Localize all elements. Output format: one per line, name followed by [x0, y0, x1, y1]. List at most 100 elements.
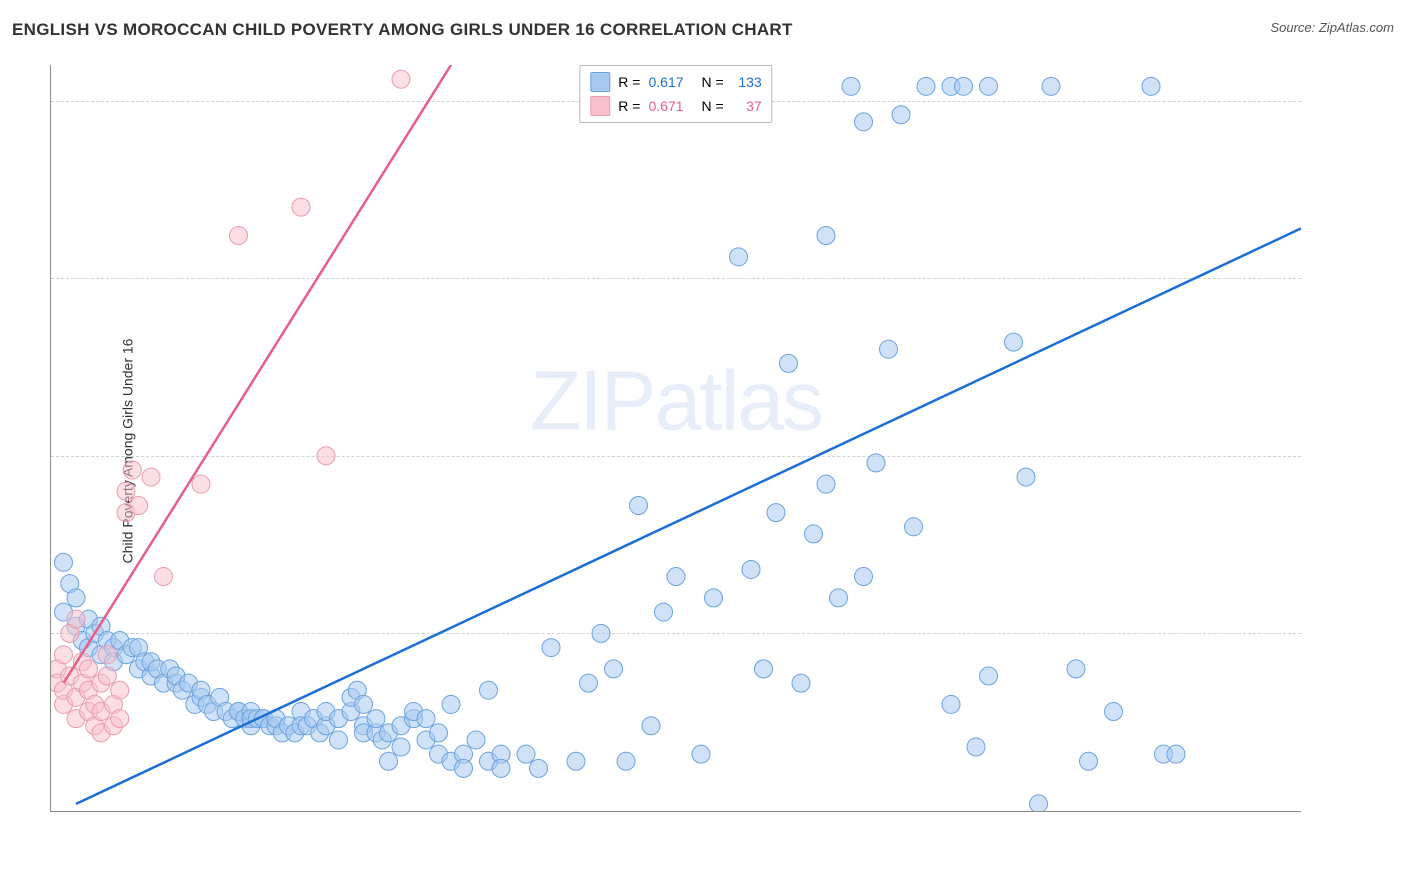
scatter-point: [592, 624, 610, 642]
plot-region: ZIPatlas 25.0%50.0%75.0%100.0%0.0%100.0%…: [50, 65, 1301, 812]
scatter-point: [917, 77, 935, 95]
scatter-point: [142, 468, 160, 486]
scatter-point: [705, 589, 723, 607]
scatter-point: [1080, 752, 1098, 770]
legend-swatch: [590, 96, 610, 116]
scatter-point: [655, 603, 673, 621]
scatter-point: [392, 70, 410, 88]
scatter-point: [1030, 795, 1048, 811]
scatter-point: [467, 731, 485, 749]
scatter-point: [667, 568, 685, 586]
legend-row: R = 0.617 N = 133: [590, 70, 761, 94]
correlation-legend: R = 0.617N = 133R = 0.671N = 37: [579, 65, 772, 123]
scatter-point: [517, 745, 535, 763]
scatter-point: [98, 667, 116, 685]
scatter-point: [605, 660, 623, 678]
scatter-point: [755, 660, 773, 678]
scatter-point: [67, 589, 85, 607]
scatter-point: [642, 717, 660, 735]
scatter-point: [492, 759, 510, 777]
scatter-point: [67, 610, 85, 628]
scatter-point: [780, 354, 798, 372]
legend-n-label: N =: [702, 98, 724, 114]
x-tick: [989, 811, 990, 812]
scatter-point: [330, 731, 348, 749]
scatter-point: [80, 660, 98, 678]
scatter-point: [430, 724, 448, 742]
scatter-point: [367, 710, 385, 728]
scatter-point: [98, 646, 116, 664]
scatter-point: [1105, 703, 1123, 721]
scatter-point: [1067, 660, 1085, 678]
scatter-point: [480, 681, 498, 699]
chart-svg: [51, 65, 1301, 811]
scatter-point: [455, 759, 473, 777]
x-tick: [207, 811, 208, 812]
scatter-point: [767, 504, 785, 522]
scatter-point: [1042, 77, 1060, 95]
legend-r-label: R =: [618, 74, 640, 90]
scatter-point: [805, 525, 823, 543]
scatter-point: [130, 496, 148, 514]
scatter-point: [980, 667, 998, 685]
scatter-point: [742, 560, 760, 578]
x-tick: [676, 811, 677, 812]
scatter-point: [55, 553, 73, 571]
scatter-point: [111, 681, 129, 699]
chart-source: Source: ZipAtlas.com: [1270, 20, 1394, 35]
scatter-point: [417, 710, 435, 728]
chart-header: ENGLISH VS MOROCCAN CHILD POVERTY AMONG …: [12, 20, 1394, 50]
legend-row: R = 0.671N = 37: [590, 94, 761, 118]
scatter-point: [980, 77, 998, 95]
legend-n-label: N =: [702, 74, 724, 90]
scatter-point: [1167, 745, 1185, 763]
scatter-point: [617, 752, 635, 770]
scatter-point: [692, 745, 710, 763]
scatter-point: [230, 227, 248, 245]
scatter-point: [317, 447, 335, 465]
scatter-point: [880, 340, 898, 358]
trend-line: [64, 65, 452, 683]
x-tick: [51, 811, 52, 812]
x-tick: [832, 811, 833, 812]
scatter-point: [1005, 333, 1023, 351]
chart-area: Child Poverty Among Girls Under 16 ZIPat…: [50, 60, 1381, 842]
scatter-point: [1017, 468, 1035, 486]
scatter-point: [817, 227, 835, 245]
scatter-point: [380, 752, 398, 770]
scatter-point: [292, 198, 310, 216]
scatter-point: [730, 248, 748, 266]
legend-r-label: R =: [618, 98, 640, 114]
legend-r-value: 0.617: [648, 74, 683, 90]
scatter-point: [905, 518, 923, 536]
scatter-point: [892, 106, 910, 124]
scatter-point: [192, 475, 210, 493]
scatter-point: [867, 454, 885, 472]
scatter-point: [355, 695, 373, 713]
scatter-point: [630, 496, 648, 514]
scatter-point: [123, 461, 141, 479]
scatter-point: [442, 695, 460, 713]
x-tick: [1145, 811, 1146, 812]
legend-swatch: [590, 72, 610, 92]
scatter-point: [955, 77, 973, 95]
x-tick: [364, 811, 365, 812]
scatter-point: [842, 77, 860, 95]
scatter-point: [117, 482, 135, 500]
legend-n-value: 133: [732, 74, 762, 90]
scatter-point: [392, 738, 410, 756]
chart-title: ENGLISH VS MOROCCAN CHILD POVERTY AMONG …: [12, 20, 793, 39]
scatter-point: [967, 738, 985, 756]
x-tick: [520, 811, 521, 812]
scatter-point: [942, 695, 960, 713]
scatter-point: [1142, 77, 1160, 95]
scatter-point: [55, 646, 73, 664]
legend-r-value: 0.671: [648, 98, 683, 114]
scatter-point: [111, 710, 129, 728]
scatter-point: [817, 475, 835, 493]
scatter-point: [855, 113, 873, 131]
scatter-point: [567, 752, 585, 770]
scatter-point: [530, 759, 548, 777]
scatter-point: [830, 589, 848, 607]
scatter-point: [792, 674, 810, 692]
